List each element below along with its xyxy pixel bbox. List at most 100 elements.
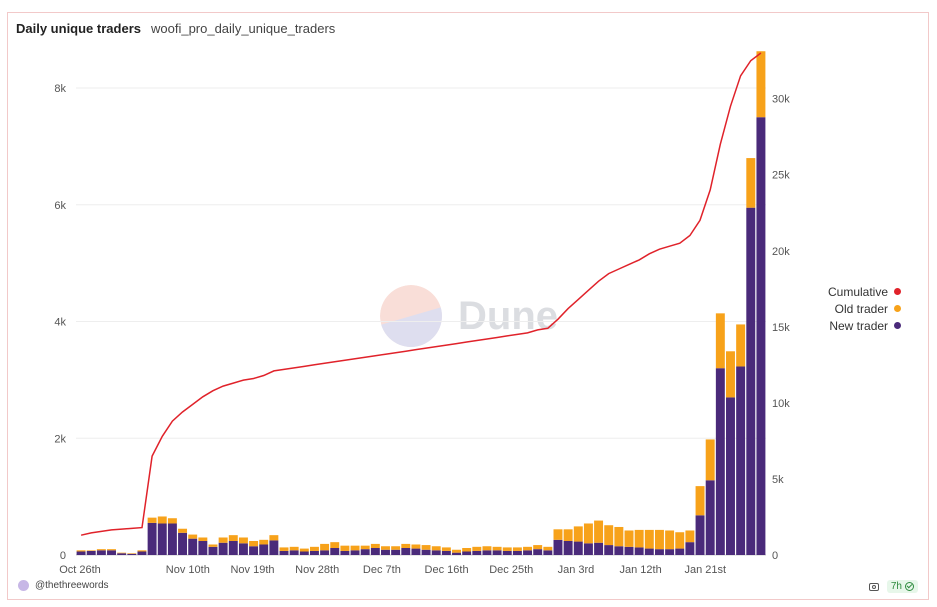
bar-old-trader [198,537,208,541]
bar-old-trader [431,546,441,551]
bar-old-trader [482,546,492,551]
bar-old-trader [441,547,451,551]
bar-new-trader [411,548,421,555]
author-handle: @thethreewords [35,580,109,591]
x-tick-label: Nov 10th [166,564,210,576]
bar-new-trader [340,550,350,555]
bar-new-trader [634,547,644,555]
bar-new-trader [309,550,319,555]
bar-new-trader [238,543,248,555]
legend-label-new-trader: New trader [829,318,889,333]
bar-new-trader [147,522,157,555]
bar-old-trader [452,549,461,553]
camera-icon[interactable] [868,582,879,591]
bar-new-trader [279,550,289,555]
legend-dot-new-trader-icon [894,322,902,329]
y-right-tick-label: 5k [772,474,784,486]
bar-old-trader [86,550,96,551]
bar-old-trader [634,529,644,548]
bar-old-trader [370,543,380,548]
bar-new-trader [350,550,360,555]
x-tick-label: Oct 26th [59,564,101,576]
bar-old-trader [309,546,319,551]
bar-new-trader [756,117,766,556]
bar-old-trader [350,545,360,551]
y-left-tick-label: 6k [54,200,66,212]
bar-old-trader [228,535,238,541]
y-left-tick-label: 0 [60,550,66,562]
bar-old-trader [269,535,279,541]
bar-old-trader [756,51,766,118]
bar-new-trader [614,546,624,555]
bar-new-trader [96,550,106,555]
bar-old-trader [381,546,390,550]
bar-old-trader [604,525,614,546]
bar-old-trader [157,516,167,524]
bar-old-trader [543,546,553,551]
bar-new-trader [543,550,553,555]
bar-new-trader [157,523,167,555]
line-cumulative [80,52,762,536]
bar-new-trader [583,543,593,555]
dune-watermark: Dune [380,285,558,347]
legend-item-cumulative[interactable]: Cumulative [828,283,902,300]
bar-new-trader [675,548,685,555]
y-right-tick-label: 30k [772,94,790,106]
bar-old-trader [736,324,746,367]
bar-new-trader [746,207,756,556]
bar-new-trader [512,550,522,555]
bar-old-trader [472,546,482,551]
freshness-age: 7h [890,581,902,592]
x-tick-label: Jan 3rd [558,564,595,576]
bar-new-trader [502,550,512,555]
query-name[interactable]: woofi_pro_daily_unique_traders [150,21,336,36]
bar-old-trader [523,546,533,551]
bar-new-trader [127,553,137,555]
bar-new-trader [259,544,269,555]
bar-new-trader [249,546,259,555]
bar-old-trader [594,520,604,543]
bar-old-trader [644,529,654,549]
bar-old-trader [188,534,198,539]
y-right-tick-label: 15k [772,322,790,334]
bar-new-trader [644,548,654,555]
chart-area: 0 2k 4k 6k 8k 0 5k 10k 15k 20k 25k 30k Oct 26th Nov 1… [54,51,790,576]
bar-old-trader [117,552,127,554]
bar-new-trader [137,551,147,555]
bar-new-trader [218,542,228,555]
legend-item-new-trader[interactable]: New trader [828,317,902,334]
x-tick-label: Nov 19th [230,564,274,576]
bar-old-trader [208,544,218,547]
author-credit[interactable]: @thethreewords [18,580,109,591]
bar-old-trader [746,158,756,208]
bar-old-trader [289,546,299,551]
bar-old-trader [675,532,685,549]
y-right-tick-label: 25k [772,170,790,182]
legend-item-old-trader[interactable]: Old trader [828,300,902,317]
bar-old-trader [726,351,735,398]
bar-new-trader [269,540,279,555]
bar-old-trader [492,546,502,551]
chart-card: Daily unique traders woofi_pro_daily_uni… [7,12,929,600]
chart-legend: Cumulative Old trader New trader [828,283,902,334]
x-tick-label: Dec 25th [489,564,533,576]
bar-new-trader [472,550,482,555]
legend-label-cumulative: Cumulative [828,284,889,299]
bar-new-trader [86,550,96,555]
bar-new-trader [107,550,116,555]
legend-dot-old-trader-icon [894,305,902,312]
y-left-tick-label: 2k [54,433,66,445]
bar-old-trader [320,543,330,551]
bar-old-trader [330,542,340,548]
bar-new-trader [685,542,695,555]
bar-old-trader [218,537,228,543]
freshness-badge[interactable]: 7h [886,580,918,593]
bar-new-trader [178,532,188,555]
bar-old-trader [705,439,715,481]
bar-old-trader [238,537,248,544]
bar-new-trader [573,541,583,555]
bar-old-trader [299,548,309,552]
bar-new-trader [462,551,472,555]
bar-new-trader [421,549,431,555]
bar-old-trader [391,546,401,550]
